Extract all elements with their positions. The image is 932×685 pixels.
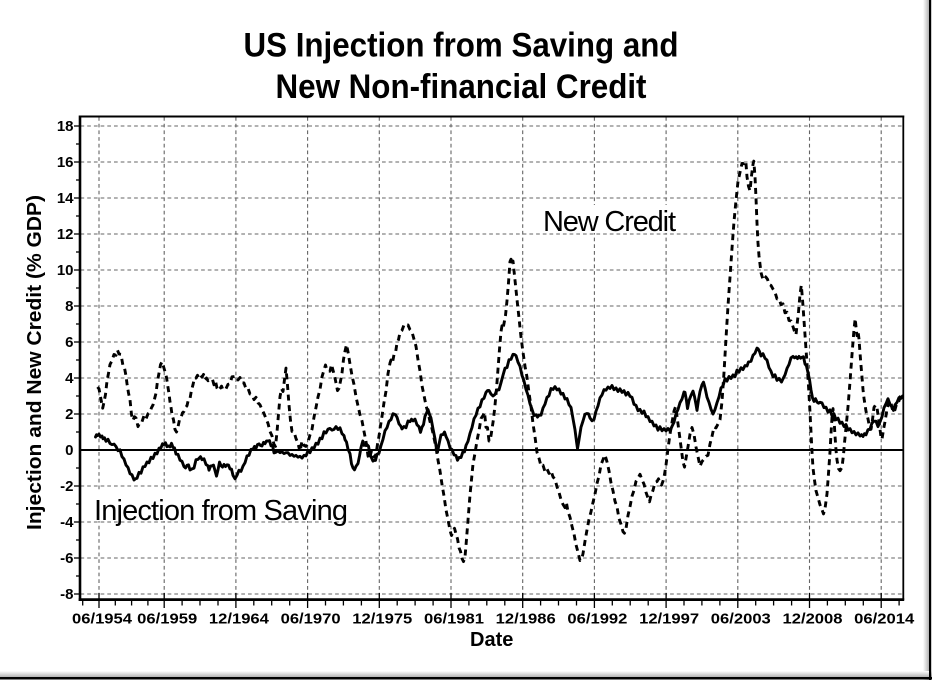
svg-text:06/1959: 06/1959 — [137, 611, 197, 628]
svg-text:12/1986: 12/1986 — [496, 611, 556, 628]
svg-text:0: 0 — [65, 442, 73, 459]
svg-text:12/1997: 12/1997 — [639, 611, 699, 628]
svg-text:-6: -6 — [60, 550, 73, 567]
svg-text:06/1954: 06/1954 — [72, 611, 133, 628]
svg-text:12: 12 — [57, 226, 74, 243]
svg-text:2: 2 — [65, 406, 73, 423]
svg-text:06/1992: 06/1992 — [567, 611, 627, 628]
svg-text:-8: -8 — [60, 586, 73, 603]
svg-text:-4: -4 — [60, 514, 74, 531]
svg-text:US Injection from Saving and: US Injection from Saving and — [244, 27, 679, 65]
svg-text:Injection and New Credit (% GD: Injection and New Credit (% GDP) — [24, 195, 46, 530]
svg-text:06/1970: 06/1970 — [281, 611, 341, 628]
svg-text:12/1975: 12/1975 — [352, 611, 412, 628]
svg-text:12/1964: 12/1964 — [209, 611, 270, 628]
svg-text:10: 10 — [57, 262, 74, 279]
svg-text:New Credit: New Credit — [543, 206, 676, 238]
svg-text:Date: Date — [470, 629, 513, 651]
svg-text:-2: -2 — [60, 478, 73, 495]
svg-text:06/2014: 06/2014 — [854, 611, 915, 628]
svg-text:Injection from Saving: Injection from Saving — [94, 495, 348, 527]
svg-text:4: 4 — [65, 370, 74, 387]
svg-text:18: 18 — [57, 118, 74, 135]
svg-text:8: 8 — [65, 298, 73, 315]
svg-text:14: 14 — [57, 190, 74, 207]
svg-text:16: 16 — [57, 154, 74, 171]
svg-text:New Non-financial Credit: New Non-financial Credit — [276, 68, 647, 106]
svg-text:6: 6 — [65, 334, 73, 351]
svg-text:12/2008: 12/2008 — [783, 611, 843, 628]
svg-text:06/1981: 06/1981 — [424, 611, 484, 628]
svg-text:06/2003: 06/2003 — [711, 611, 771, 628]
